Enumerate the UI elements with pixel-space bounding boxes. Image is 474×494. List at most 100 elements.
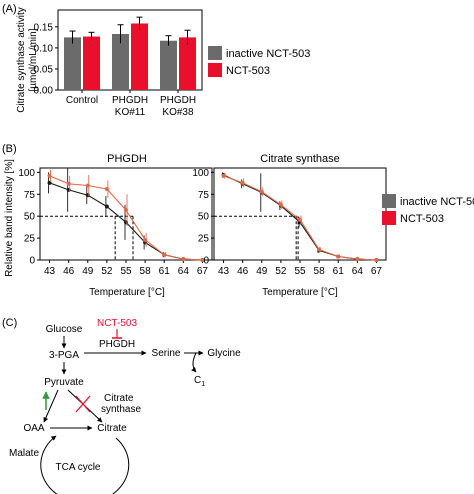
b-left-frame (39, 167, 213, 261)
a-bar-1-1 (131, 23, 148, 90)
a-bar-0-0 (64, 37, 81, 90)
legend-a-label-active: NCT-503 (226, 65, 270, 77)
xlabel-b-left: Temperature [°C] (89, 287, 165, 298)
panel-label-b: (B) (2, 143, 17, 155)
legend-b: inactive NCT-503 NCT-503 (382, 194, 474, 225)
xlabel-b-right: Temperature [°C] (262, 287, 338, 298)
node-citrate: Citrate (97, 423, 127, 434)
b-left-ytick-label-0: 0 (29, 256, 35, 267)
b-left-point-1-4 (124, 208, 128, 213)
a-xtick-sublabel-1: KO#11 (115, 107, 146, 118)
node-c1-subscript: 1 (201, 381, 205, 388)
b-left-xtick-label-4: 55 (120, 266, 132, 277)
b-left-point-1-6 (162, 252, 167, 257)
a-ytick-label-1: 0.05 (34, 64, 54, 75)
b-left-series-line-1 (49, 175, 203, 261)
b-left-point-1-0 (47, 173, 52, 178)
b-right-ytick-label-1: 25 (198, 234, 210, 245)
node-oaa: OAA (23, 423, 44, 434)
pathway-diagram: Glucose 3-PGA NCT-503 PHGDH Serine Glyci… (9, 318, 241, 494)
ylabel-a-line1: Citrate synthase activity (16, 7, 27, 113)
title-b-right: Citrate synthase (260, 153, 339, 165)
inhibitor-nct-503: NCT-503 (97, 318, 137, 329)
b-right-point-1-0 (221, 173, 226, 178)
b-left-xtick-label-3: 52 (101, 266, 113, 277)
node-c1-label: C (194, 375, 201, 386)
b-left-xtick-label-2: 49 (82, 266, 94, 277)
a-bar-0-1 (83, 36, 100, 90)
b-left-ytick-label-4: 100 (18, 168, 35, 179)
b-right-xtick-label-2: 49 (256, 266, 268, 277)
b-right-point-1-8 (374, 258, 379, 262)
a-ytick-label-2: 0.10 (34, 43, 54, 54)
legend-a-swatch-active (208, 63, 222, 77)
legend-b-label-inactive: inactive NCT-503 (400, 196, 474, 208)
arrow-pyruvate-oaa (43, 389, 59, 423)
node-serine: Serine (152, 348, 181, 359)
b-left-point-1-7 (181, 257, 186, 262)
b-right-series-line-0 (223, 174, 377, 261)
b-right-xtick-label-0: 43 (218, 266, 230, 277)
b-right-xtick-label-4: 55 (294, 266, 306, 277)
a-xtick-sublabel-2: KO#38 (162, 107, 194, 118)
b-right-xtick-label-1: 46 (237, 266, 249, 277)
a-xtick-label-0: Control (66, 95, 98, 106)
b-left-xtick-label-0: 43 (44, 266, 56, 277)
ylabel-a-line2: [µmol/mL/min] (28, 28, 39, 91)
arrow-to-c1 (191, 352, 197, 373)
b-right-ytick-label-4: 100 (192, 168, 209, 179)
a-ytick-label-3: 0.15 (34, 22, 54, 33)
a-xtick-label-1: PHGDH (112, 95, 148, 106)
node-pyruvate: Pyruvate (44, 377, 84, 388)
citrate-synthase-label-1: Citrate (104, 393, 134, 404)
title-b-left: PHGDH (107, 153, 147, 165)
b-right-ytick-label-0: 0 (203, 256, 209, 267)
b-right-xtick-label-3: 52 (275, 266, 287, 277)
legend-a-label-inactive: inactive NCT-503 (226, 48, 310, 60)
panel-label-c: (C) (2, 317, 17, 329)
b-left-xtick-label-8: 67 (197, 266, 209, 277)
enzyme-phgdh: PHGDH (99, 339, 135, 350)
b-left-xtick-label-5: 58 (140, 266, 152, 277)
citrate-synthase-label-2: synthase (101, 404, 141, 415)
ylabel-a: Citrate synthase activity [µmol/mL/min] (16, 7, 39, 113)
node-glucose: Glucose (46, 324, 83, 335)
legend-b-swatch-inactive (382, 194, 396, 208)
citrate-synthase-inhibition-2 (75, 395, 91, 413)
b-left-ytick-label-3: 75 (24, 190, 36, 201)
b-left-point-1-8 (200, 258, 205, 262)
b-right-point-1-6 (336, 254, 341, 259)
legend-b-label-active: NCT-503 (400, 213, 444, 225)
b-right-point-1-3 (278, 202, 283, 207)
b-left-point-1-5 (143, 237, 148, 242)
b-right-xtick-label-8: 67 (371, 266, 383, 277)
b-right-point-1-4 (298, 217, 302, 222)
a-bar-2-0 (160, 40, 177, 90)
b-right-xtick-label-5: 58 (314, 266, 326, 277)
b-left-point-1-2 (85, 183, 90, 188)
legend-a: inactive NCT-503 NCT-503 (208, 46, 310, 77)
a-bar-1-0 (112, 34, 129, 90)
b-left-point-1-3 (104, 187, 109, 192)
node-malate: Malate (9, 448, 39, 459)
b-right-ytick-label-2: 50 (198, 212, 210, 223)
ylabel-b: Relative band intensity [%] (4, 159, 15, 277)
b-right-point-1-1 (240, 180, 245, 185)
b-left-xtick-label-7: 64 (178, 266, 190, 277)
b-left-point-1-1 (66, 181, 71, 186)
b-left-xtick-label-6: 61 (159, 266, 171, 277)
a-bar-2-1 (179, 37, 196, 90)
b-right-xtick-label-6: 61 (333, 266, 345, 277)
a-xtick-label-2: PHGDH (160, 95, 196, 106)
legend-b-swatch-active (382, 211, 396, 225)
tca-cycle-label: TCA cycle (55, 462, 100, 473)
node-c1: C1 (194, 375, 205, 388)
b-right-ytick-label-3: 75 (198, 190, 210, 201)
b-right-point-1-2 (259, 189, 264, 194)
tca-cycle-circle (40, 435, 130, 494)
b-right-point-1-7 (355, 257, 360, 262)
a-ytick-label-0: 0.00 (34, 86, 54, 97)
b-left-point-0-3 (104, 204, 109, 209)
node-glycine: Glycine (207, 348, 241, 359)
